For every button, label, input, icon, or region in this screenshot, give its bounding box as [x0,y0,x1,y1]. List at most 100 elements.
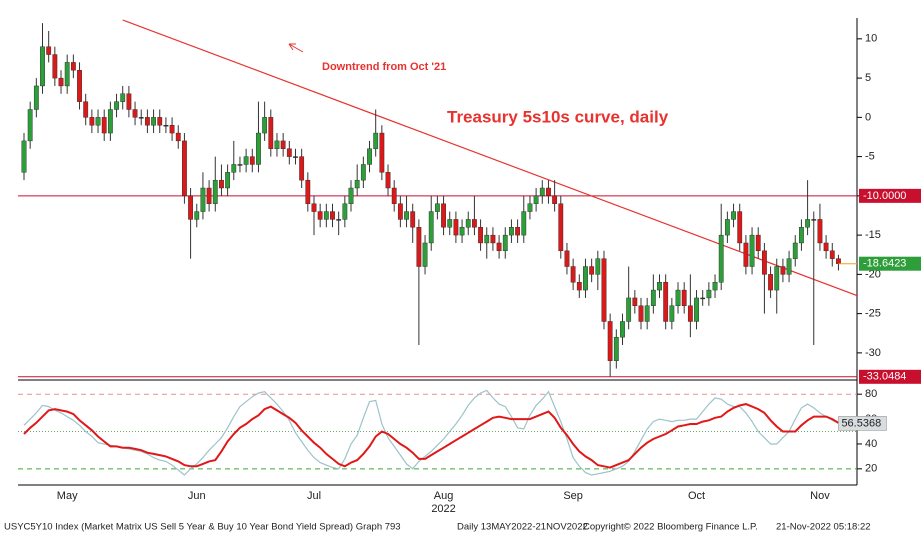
candle-body [373,132,379,149]
level-tag [859,369,921,384]
footer-text: Daily 13MAY2022-21NOV2022 [457,522,588,533]
candle-body [583,266,588,291]
candle-body [77,70,82,102]
candle-body [107,109,113,134]
candle-body [792,242,798,259]
candle-body [780,266,786,275]
candle-body [737,211,743,244]
candle-body [286,148,292,157]
candle-body [484,234,490,244]
candle-body [311,203,317,212]
x-tick-label: Jun [188,490,206,502]
candle-body [786,258,792,275]
candle-body [52,54,58,79]
candle-body [576,282,582,291]
candle-body [249,156,255,165]
candle-body [564,250,570,267]
candle-body [410,211,416,228]
candle-body [360,164,366,181]
candle-body [83,101,89,118]
x-tick-label: Sep [563,490,583,502]
candle-body [613,336,619,361]
y-tick-label: -25 [865,308,881,320]
level-label: -10.0000 [863,190,906,202]
candle-body [533,195,539,204]
candle-body [724,219,730,236]
candle-body [799,227,804,244]
candle-body [706,289,712,299]
candle-body [743,242,749,267]
candle-body [89,117,95,126]
candle-body [163,125,169,127]
arrow [288,43,304,53]
candle-body [755,234,761,252]
candle-body [632,297,638,306]
candle-body [237,164,243,166]
candle-body [472,219,477,228]
candle-body [478,227,483,244]
candle-body [823,242,829,252]
y-tick-label: 0 [865,111,871,123]
candle-body [404,211,409,220]
candle-body [27,109,33,142]
candle-body [496,242,502,252]
trendline [122,19,858,297]
candle-body [157,117,163,126]
y-tick-label: 5 [865,72,871,84]
candle-body [805,219,810,228]
candle-body [620,321,625,338]
candle-body [675,289,681,306]
x-tick-label: Aug [434,490,454,502]
candle-body [175,132,181,142]
candle-body [607,321,613,361]
last-value-tag [838,416,887,431]
candle-body [206,187,212,204]
candle-body [299,156,305,181]
candle-body [262,117,268,134]
candle-body [21,140,27,173]
candle-body [434,203,440,212]
candle-body [194,211,200,220]
series-line [23,403,839,469]
candle-body [169,125,175,134]
x-tick-label: Nov [810,490,830,502]
candle-body [731,211,736,220]
candle-body [385,172,391,189]
candle-body [527,203,533,212]
candle-body [188,195,193,220]
candle-body [601,258,607,322]
candle-body [490,234,496,244]
candle-body [650,289,656,306]
candle-body [33,85,39,110]
candle-body [422,242,428,267]
candle-body [101,117,107,134]
candle-body [391,187,397,204]
candle-body [305,179,311,204]
candle-body [817,219,823,244]
candle-body [459,227,465,236]
candle-body [718,234,724,283]
candle-body [268,117,274,149]
y-tick-label: 80 [865,388,877,400]
annotation: Downtrend from Oct '21 [322,61,446,73]
candle-body [293,156,298,158]
candle-body [397,203,403,220]
candle-body [626,297,632,322]
y-tick-label: 40 [865,438,877,450]
candle-body [521,211,527,236]
candle-body [712,282,718,291]
candle-body [700,297,706,300]
candle-body [638,305,644,322]
candle-body [144,117,150,126]
candle-body [811,219,817,221]
candle-body [762,250,767,275]
candle-body [657,282,662,291]
candle-body [323,211,329,220]
candle-body [317,211,323,220]
footer-text: 21-Nov-2022 05:18:22 [776,522,871,533]
candle-body [151,117,156,126]
candle-body [687,305,693,322]
candle-body [441,203,446,228]
candle-body [681,289,687,306]
candle-body [114,101,119,110]
